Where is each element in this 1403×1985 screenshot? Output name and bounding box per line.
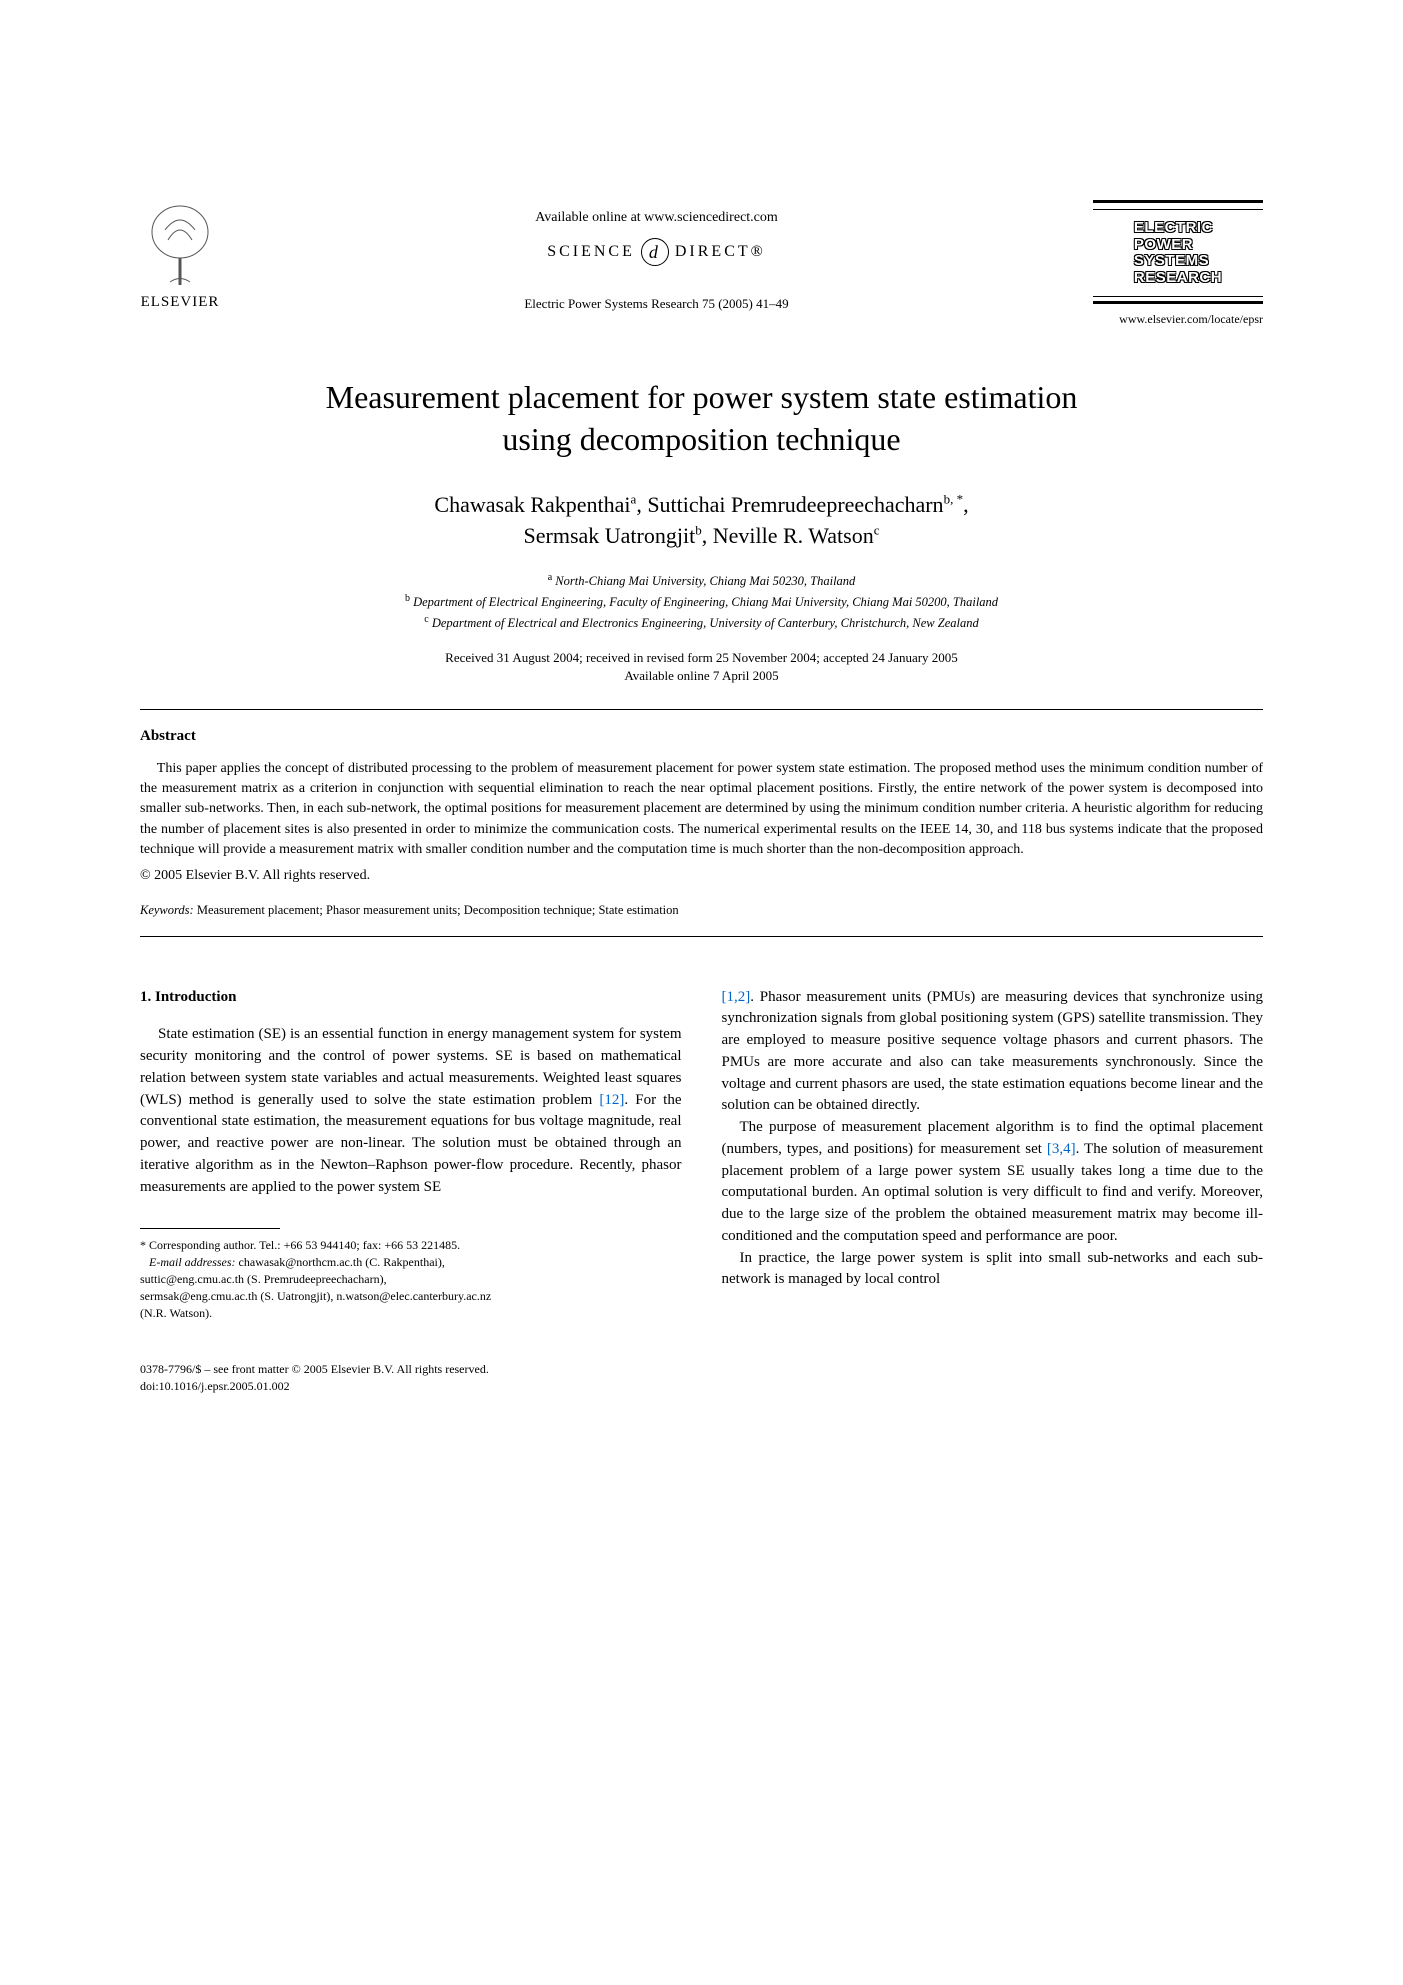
journal-url: www.elsevier.com/locate/epsr: [1119, 312, 1263, 327]
journal-logo-block: ELECTRIC POWER SYSTEMS RESEARCH www.else…: [1093, 200, 1263, 327]
header-row: ELSEVIER Available online at www.science…: [140, 200, 1263, 327]
affiliation-a: North-Chiang Mai University, Chiang Mai …: [555, 574, 855, 588]
section-divider-bottom: [140, 936, 1263, 937]
ref-link-3-4[interactable]: [3,4]: [1047, 1141, 1076, 1157]
issn-line: 0378-7796/$ – see front matter © 2005 El…: [140, 1361, 682, 1378]
sciencedirect-left: SCIENCE: [547, 243, 635, 261]
journal-name-line4: RESEARCH: [1134, 270, 1222, 287]
right-column: [1,2]. Phasor measurement units (PMUs) a…: [722, 987, 1264, 1395]
paper-title: Measurement placement for power system s…: [140, 377, 1263, 460]
journal-name-line3: SYSTEMS: [1134, 253, 1209, 270]
journal-reference: Electric Power Systems Research 75 (2005…: [220, 296, 1093, 312]
intro-paragraph-1-left: State estimation (SE) is an essential fu…: [140, 1024, 682, 1198]
author-4-aff: c: [874, 523, 880, 538]
ref-link-1-2[interactable]: [1,2]: [722, 989, 751, 1005]
email-addresses: E-mail addresses: chawasak@northcm.ac.th…: [140, 1254, 682, 1271]
author-1-aff: a: [631, 492, 637, 507]
intro-paragraph-1-right: [1,2]. Phasor measurement units (PMUs) a…: [722, 987, 1264, 1118]
keywords-text: Measurement placement; Phasor measuremen…: [197, 903, 679, 917]
section-1-heading: 1. Introduction: [140, 987, 682, 1009]
keywords-block: Keywords: Measurement placement; Phasor …: [140, 903, 1263, 918]
keywords-label: Keywords:: [140, 903, 194, 917]
author-2: Suttichai Premrudeepreechacharn: [647, 492, 943, 517]
section-divider-top: [140, 709, 1263, 710]
corresponding-asterisk: *: [953, 492, 963, 507]
bottom-matter: 0378-7796/$ – see front matter © 2005 El…: [140, 1361, 682, 1395]
affiliation-b: Department of Electrical Engineering, Fa…: [413, 595, 998, 609]
journal-name-line2: POWER: [1134, 237, 1193, 254]
abstract-heading: Abstract: [140, 728, 1263, 745]
available-online-text: Available online at www.sciencedirect.co…: [220, 210, 1093, 226]
journal-name-line1: ELECTRIC: [1134, 220, 1213, 237]
abstract-copyright: © 2005 Elsevier B.V. All rights reserved…: [140, 866, 1263, 886]
email-line-2: suttic@eng.cmu.ac.th (S. Premrudeepreech…: [140, 1271, 682, 1288]
elsevier-tree-icon: [140, 200, 220, 290]
publisher-logo: ELSEVIER: [140, 200, 220, 311]
corresponding-author-footnote: * Corresponding author. Tel.: +66 53 944…: [140, 1237, 682, 1254]
intro-paragraph-2: The purpose of measurement placement alg…: [722, 1117, 1264, 1248]
author-3-aff: b: [695, 523, 702, 538]
footnotes-block: * Corresponding author. Tel.: +66 53 944…: [140, 1237, 682, 1321]
title-line1: Measurement placement for power system s…: [326, 379, 1078, 415]
available-online-date: Available online 7 April 2005: [140, 667, 1263, 685]
affiliations-block: a North-Chiang Mai University, Chiang Ma…: [140, 570, 1263, 633]
author-2-aff: b,: [944, 492, 954, 507]
title-line2: using decomposition technique: [502, 421, 900, 457]
page-container: ELSEVIER Available online at www.science…: [0, 0, 1403, 1475]
ref-link-12[interactable]: [12]: [599, 1092, 624, 1108]
received-date: Received 31 August 2004; received in rev…: [140, 649, 1263, 667]
sciencedirect-right: DIRECT®: [675, 243, 766, 261]
email-line-4: (N.R. Watson).: [140, 1305, 682, 1322]
footnote-separator: [140, 1228, 280, 1229]
authors-block: Chawasak Rakpenthaia, Suttichai Premrude…: [140, 490, 1263, 552]
sciencedirect-d-icon: d: [641, 238, 669, 266]
left-column: 1. Introduction State estimation (SE) is…: [140, 987, 682, 1395]
author-3: Sermsak Uatrongjit: [524, 523, 696, 548]
author-4: Neville R. Watson: [713, 523, 874, 548]
affiliation-c: Department of Electrical and Electronics…: [432, 616, 979, 630]
doi-line: doi:10.1016/j.epsr.2005.01.002: [140, 1378, 682, 1395]
center-header: Available online at www.sciencedirect.co…: [220, 200, 1093, 312]
abstract-text: This paper applies the concept of distri…: [140, 759, 1263, 860]
author-1: Chawasak Rakpenthai: [434, 492, 630, 517]
intro-paragraph-3: In practice, the large power system is s…: [722, 1248, 1264, 1292]
email-line-3: sermsak@eng.cmu.ac.th (S. Uatrongjit), n…: [140, 1288, 682, 1305]
body-columns: 1. Introduction State estimation (SE) is…: [140, 987, 1263, 1395]
journal-name: ELECTRIC POWER SYSTEMS RESEARCH: [1134, 220, 1222, 286]
sciencedirect-logo: SCIENCE d DIRECT®: [220, 238, 1093, 266]
elsevier-label: ELSEVIER: [141, 294, 220, 311]
dates-block: Received 31 August 2004; received in rev…: [140, 649, 1263, 685]
